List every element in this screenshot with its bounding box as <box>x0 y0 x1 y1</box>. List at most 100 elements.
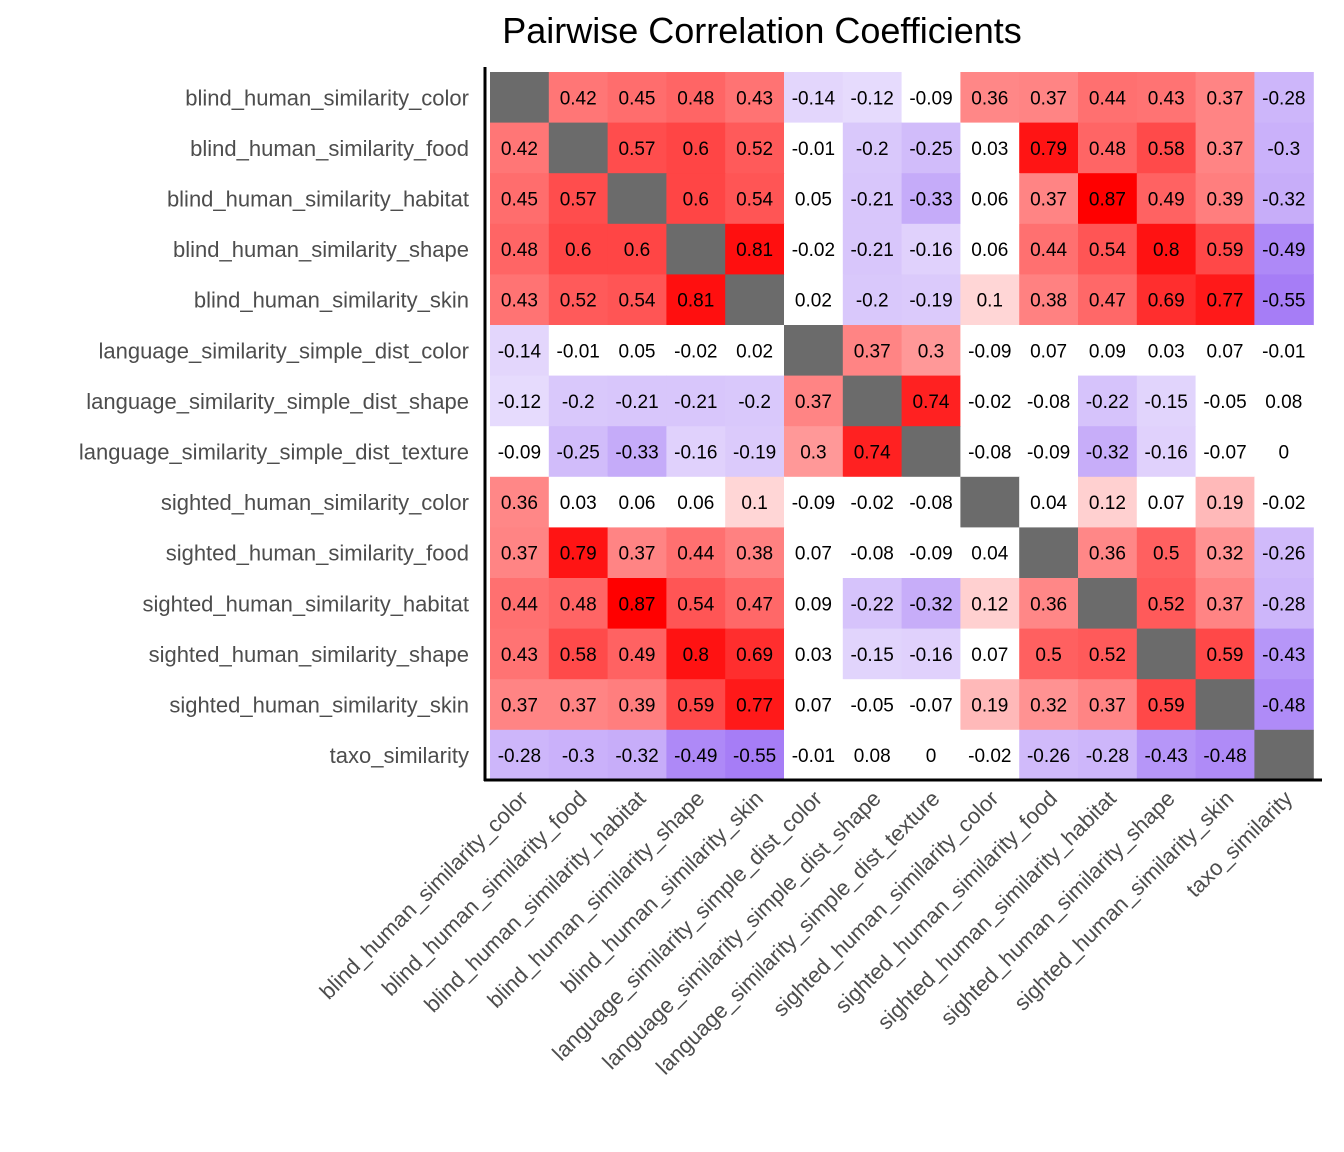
heatmap-cell-value: -0.55 <box>1262 291 1305 312</box>
heatmap-diagonal-cell <box>607 173 667 225</box>
heatmap-cell-value: -0.48 <box>1203 746 1246 767</box>
heatmap-cell-value: 0.12 <box>971 594 1008 615</box>
heatmap-cell-value: 0.59 <box>1148 696 1185 717</box>
heatmap-cell <box>548 426 609 478</box>
heatmap-cell <box>1254 476 1314 528</box>
heatmap-cell-value: -0.09 <box>909 88 952 109</box>
heatmap-cell-value: 0.02 <box>795 291 832 312</box>
y-tick-label: blind_human_similarity_color <box>185 85 469 110</box>
heatmap-cell <box>842 325 903 377</box>
heatmap-cell <box>1078 72 1138 124</box>
heatmap-cell-value: 0.39 <box>1207 190 1244 211</box>
heatmap-cell <box>1019 173 1079 225</box>
heatmap-cell <box>548 325 609 377</box>
heatmap-cell-value: 0.38 <box>1030 291 1067 312</box>
heatmap-cell <box>842 72 903 124</box>
heatmap-cell-value: 0.74 <box>913 392 950 413</box>
heatmap-cell <box>1019 72 1079 124</box>
heatmap-cell <box>1195 426 1255 478</box>
heatmap-cell-value: -0.55 <box>733 746 776 767</box>
heatmap-cell <box>901 375 961 427</box>
heatmap-cell <box>666 679 726 731</box>
heatmap-diagonal-cell <box>784 325 844 377</box>
heatmap-diagonal-cell <box>901 426 961 478</box>
heatmap-cell-value: -0.49 <box>674 746 717 767</box>
heatmap-cell-value: -0.43 <box>1262 645 1305 666</box>
heatmap-cell <box>960 223 1020 275</box>
heatmap-cell-value: -0.05 <box>851 696 894 717</box>
heatmap-cell-value: 0.69 <box>736 645 773 666</box>
heatmap-cell <box>1195 476 1255 528</box>
heatmap-cell <box>1136 729 1197 781</box>
heatmap-cell-value: 0.06 <box>677 493 714 514</box>
heatmap-cell-value: -0.28 <box>1086 746 1129 767</box>
heatmap-cell-value: 0.09 <box>1089 341 1126 362</box>
heatmap-cell-value: -0.09 <box>498 443 541 464</box>
heatmap-cell <box>960 729 1020 781</box>
heatmap-cell <box>490 476 550 528</box>
heatmap-cell <box>1078 122 1138 174</box>
heatmap-cell-value: -0.33 <box>909 190 952 211</box>
heatmap-cell <box>1195 122 1255 174</box>
heatmap-cell <box>607 476 667 528</box>
heatmap-cell <box>1195 72 1255 124</box>
heatmap-cell-value: 0.36 <box>971 88 1008 109</box>
heatmap-cell <box>548 173 609 225</box>
heatmap-cell-value: -0.09 <box>909 544 952 565</box>
heatmap-cell <box>842 122 903 174</box>
heatmap-cell <box>1019 476 1079 528</box>
heatmap-cell-value: -0.12 <box>851 88 894 109</box>
heatmap-cell <box>784 426 844 478</box>
heatmap-cell-value: -0.02 <box>851 493 894 514</box>
heatmap-cell-value: 0.04 <box>971 544 1008 565</box>
heatmap-cell <box>960 72 1020 124</box>
heatmap-cell <box>607 72 667 124</box>
heatmap-cell-value: 0.42 <box>501 139 538 160</box>
heatmap-cell-value: 0.03 <box>560 493 597 514</box>
heatmap-cell-value: -0.05 <box>1203 392 1246 413</box>
heatmap-cell <box>725 325 785 377</box>
heatmap-cell <box>1078 375 1138 427</box>
heatmap-cell-value: -0.48 <box>1262 696 1305 717</box>
heatmap-cell-value: 0.79 <box>560 544 597 565</box>
heatmap-cell <box>784 729 844 781</box>
heatmap-cell-value: -0.16 <box>909 240 952 261</box>
heatmap-cell <box>784 578 844 630</box>
heatmap-diagonal-cell <box>548 122 609 174</box>
heatmap-cell <box>1195 325 1255 377</box>
heatmap-cell-value: -0.12 <box>498 392 541 413</box>
heatmap-cell <box>548 578 609 630</box>
y-tick-label: language_similarity_simple_dist_texture <box>79 440 469 465</box>
heatmap-cell-value: -0.08 <box>968 443 1011 464</box>
heatmap-cell-value: 0 <box>1279 443 1290 464</box>
heatmap-diagonal-cell <box>960 476 1020 528</box>
heatmap-cell-value: -0.08 <box>851 544 894 565</box>
heatmap-cell <box>842 223 903 275</box>
heatmap-cell-value: -0.26 <box>1262 544 1305 565</box>
heatmap-cell <box>607 729 667 781</box>
heatmap-cell <box>842 729 903 781</box>
heatmap-cell-value: 0.52 <box>560 291 597 312</box>
heatmap-cell <box>901 223 961 275</box>
heatmap-cell-value: 0.8 <box>683 645 709 666</box>
heatmap-cell-value: -0.01 <box>792 139 835 160</box>
heatmap-cell-value: -0.16 <box>909 645 952 666</box>
heatmap-cell <box>960 527 1020 579</box>
heatmap-cell-value: 0.54 <box>619 291 656 312</box>
heatmap-cell <box>490 223 550 275</box>
heatmap-cell <box>960 274 1020 326</box>
heatmap-cell-value: 0.74 <box>854 443 891 464</box>
heatmap-cell <box>1078 426 1138 478</box>
heatmap-cell-value: 0.54 <box>677 594 714 615</box>
heatmap-cell-value: 0.48 <box>560 594 597 615</box>
heatmap-cell-value: 0.07 <box>1207 341 1244 362</box>
heatmap-cell-value: 0.19 <box>1207 493 1244 514</box>
heatmap-cell-value: 0.87 <box>1089 190 1126 211</box>
heatmap-cell-value: 0.45 <box>501 190 538 211</box>
heatmap-cell <box>960 122 1020 174</box>
heatmap-diagonal-cell <box>725 274 785 326</box>
heatmap-cell-value: 0.47 <box>1089 291 1126 312</box>
heatmap-cell <box>1195 578 1255 630</box>
heatmap-cell <box>842 426 903 478</box>
